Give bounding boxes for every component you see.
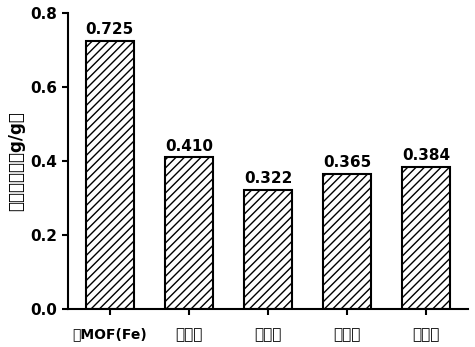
- Text: 案例二: 案例二: [254, 327, 282, 342]
- Text: 0.384: 0.384: [402, 148, 450, 163]
- Text: 绯MOF(Fe): 绯MOF(Fe): [73, 327, 147, 341]
- Text: 0.322: 0.322: [244, 171, 292, 186]
- Y-axis label: 水吸附容量（g/g）: 水吸附容量（g/g）: [7, 111, 25, 211]
- Bar: [86, 41, 133, 309]
- Bar: [323, 174, 371, 309]
- Text: 0.365: 0.365: [323, 155, 371, 170]
- Bar: [165, 157, 213, 309]
- Bar: [402, 167, 450, 309]
- Text: 0.410: 0.410: [165, 138, 213, 154]
- Text: 案例三: 案例三: [333, 327, 361, 342]
- Text: 0.725: 0.725: [86, 22, 134, 37]
- Text: 案例四: 案例四: [412, 327, 440, 342]
- Text: 案例一: 案例一: [175, 327, 203, 342]
- Bar: [244, 190, 292, 309]
